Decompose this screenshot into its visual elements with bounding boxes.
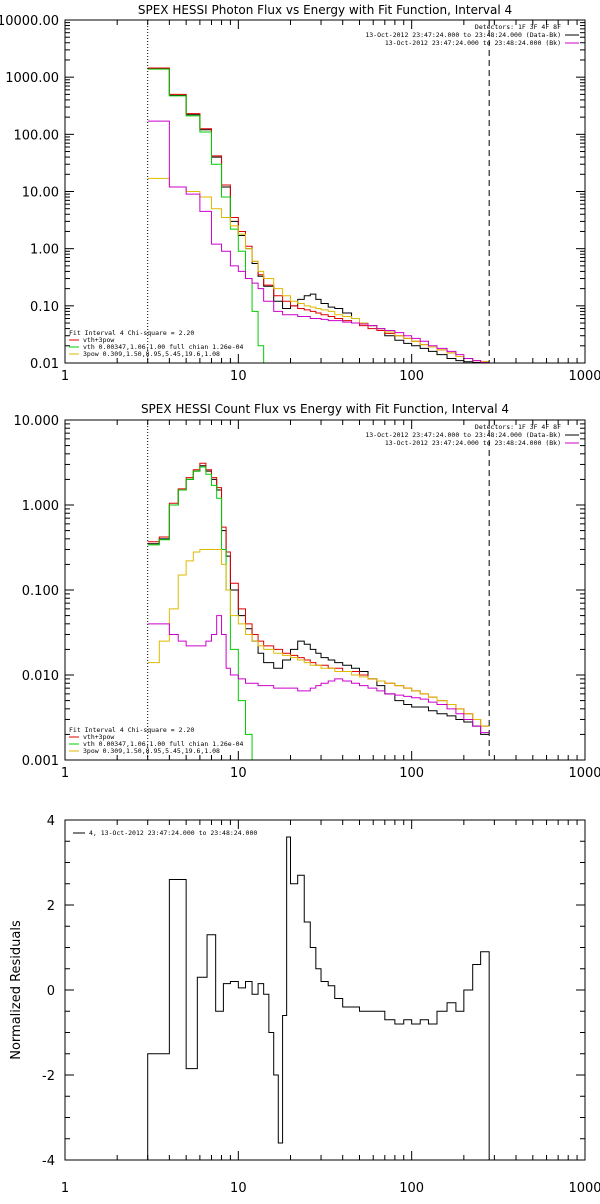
y-axis-label: Normalized Residuals [9, 920, 24, 1060]
x-tick-label: 100 [399, 766, 424, 781]
legend-top-right-text: 13-Oct-2012 23:47:24.000 to 23:48:24.000… [365, 31, 561, 39]
y-tick-label: 0 [47, 984, 55, 999]
chart-title: SPEX HESSI Count Flux vs Energy with Fit… [141, 402, 509, 416]
x-tick-label: 100 [399, 369, 424, 384]
x-tick-label: 100 [399, 1181, 424, 1196]
chart-title: SPEX HESSI Photon Flux vs Energy with Fi… [138, 3, 512, 17]
x-tick-label: 1000 [568, 1181, 600, 1196]
legend-bottom-left-text: 3pow 0.309,1.50,8.95,5.45,19.6,1.08 [83, 350, 220, 358]
y-tick-label: 0.10 [30, 300, 59, 315]
x-tick-label: 1 [61, 369, 69, 384]
y-tick-label: 0.001 [22, 754, 59, 769]
y-tick-label: 0.01 [30, 357, 59, 372]
x-tick-label: 1 [61, 766, 69, 781]
y-tick-label: 10.00 [22, 186, 59, 201]
legend-top-right-text: 13-Oct-2012 23:47:24.000 to 23:48:24.000… [365, 431, 561, 439]
y-tick-label: 0.100 [22, 584, 59, 599]
legend-top-right-text: Detectors: 1F 3F 4F 8F [475, 23, 561, 31]
y-tick-label: 1.000 [22, 499, 59, 514]
y-tick-label: 0.010 [22, 669, 59, 684]
x-tick-label: 10 [230, 766, 247, 781]
legend-top-right-text: 13-Oct-2012 23:47:24.000 to 23:48:24.000… [385, 39, 561, 47]
y-tick-label: -4 [42, 1154, 55, 1169]
x-tick-label: 1 [61, 1181, 69, 1196]
x-tick-label: 10 [230, 1181, 247, 1196]
x-tick-label: 1000 [568, 766, 600, 781]
y-tick-label: 1.00 [30, 243, 59, 258]
y-tick-label: 4 [47, 814, 55, 829]
legend-top-right-text: 13-Oct-2012 23:47:24.000 to 23:48:24.000… [385, 439, 561, 447]
y-tick-label: 10000.00 [0, 14, 59, 29]
legend-bottom-left-text: 3pow 0.309,1.50,8.95,5.45,19.6,1.08 [83, 747, 220, 755]
y-tick-label: 100.00 [14, 128, 60, 143]
y-tick-label: 10.000 [14, 414, 60, 429]
y-tick-label: -2 [42, 1069, 55, 1084]
y-tick-label: 2 [47, 899, 55, 914]
x-tick-label: 1000 [568, 369, 600, 384]
legend-top-right-text: Detectors: 1F 3F 4F 8F [475, 423, 561, 431]
y-tick-label: 1000.00 [5, 71, 59, 86]
x-tick-label: 10 [230, 369, 247, 384]
legend-text: 4, 13-Oct-2012 23:47:24.000 to 23:48:24.… [89, 829, 257, 837]
